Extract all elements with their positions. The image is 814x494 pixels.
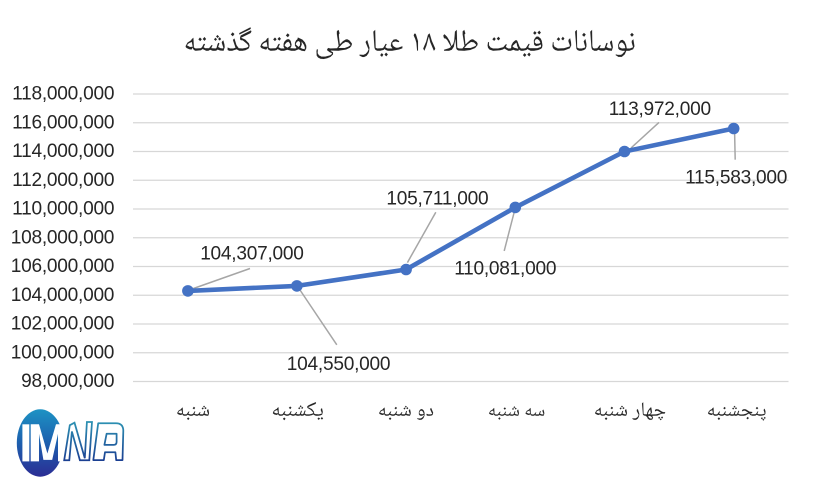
svg-text:100,000,000: 100,000,000 <box>11 342 114 363</box>
svg-text:118,000,000: 118,000,000 <box>12 84 114 105</box>
svg-text:110,081,000: 110,081,000 <box>454 258 556 279</box>
svg-text:104,000,000: 104,000,000 <box>11 285 114 306</box>
svg-text:112,000,000: 112,000,000 <box>12 170 114 191</box>
svg-text:104,550,000: 104,550,000 <box>287 354 390 375</box>
svg-text:104,307,000: 104,307,000 <box>200 244 303 265</box>
svg-text:102,000,000: 102,000,000 <box>11 314 114 335</box>
svg-text:113,972,000: 113,972,000 <box>609 99 711 120</box>
svg-text:108,000,000: 108,000,000 <box>11 227 114 248</box>
svg-text:110,000,000: 110,000,000 <box>12 199 114 220</box>
svg-text:116,000,000: 116,000,000 <box>12 112 114 133</box>
svg-text:98,000,000: 98,000,000 <box>21 371 114 392</box>
svg-text:114,000,000: 114,000,000 <box>12 141 114 162</box>
svg-text:105,711,000: 105,711,000 <box>386 188 488 209</box>
svg-text:115,583,000: 115,583,000 <box>685 167 787 188</box>
svg-text:106,000,000: 106,000,000 <box>11 256 114 277</box>
